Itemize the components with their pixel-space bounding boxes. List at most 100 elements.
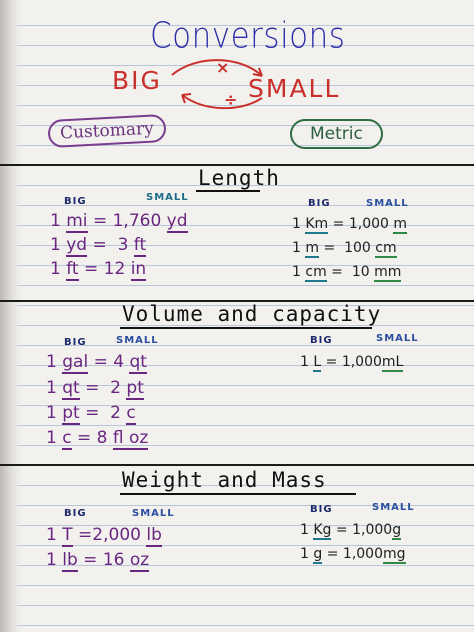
row-big-unit: pt <box>62 403 80 425</box>
row-qty: 1 <box>50 259 61 279</box>
volume-metric-big-label: BIG <box>310 335 333 346</box>
arrow-small-to-big-head <box>252 67 263 77</box>
length-rule <box>0 164 474 166</box>
row-eq: = <box>83 550 98 570</box>
volume-heading: Volume and capacity <box>122 302 382 326</box>
row-small-unit: cm <box>375 240 397 258</box>
row-value: 100 <box>344 240 371 256</box>
row-big-unit: L <box>313 354 322 372</box>
weight-heading: Weight and Mass <box>122 468 327 492</box>
row-big-unit: m <box>305 240 320 258</box>
row-big-unit: c <box>62 428 72 450</box>
weight-cust-big-label: BIG <box>64 508 87 519</box>
length-cust-row: 1 mi = 1,760 yd <box>50 211 188 233</box>
arrow-big-to-small-head <box>181 93 192 104</box>
row-big-unit: qt <box>62 378 80 400</box>
row-eq: = <box>77 428 92 448</box>
row-value: 1,760 <box>112 211 162 231</box>
row-small-unit: yd <box>166 211 188 233</box>
volume-cust-row: 1 pt = 2 c <box>46 403 136 425</box>
row-qty: 1 <box>50 235 61 255</box>
divide-symbol: ÷ <box>224 90 238 109</box>
weight-metric-row: 1 Kg = 1,000g <box>300 522 402 540</box>
row-big-unit: g <box>313 546 323 564</box>
row-small-unit: g <box>392 522 402 540</box>
weight-metric-small-label: SMALL <box>372 502 415 513</box>
length-metric-row: 1 m = 100 cm <box>292 240 397 258</box>
weight-cust-row: 1 lb = 16 oz <box>46 550 150 572</box>
row-qty: 1 <box>300 522 309 538</box>
row-eq: = <box>84 259 99 279</box>
volume-cust-row: 1 c = 8 fl oz <box>46 428 149 450</box>
row-big-unit: Km <box>305 216 329 234</box>
row-big-unit: ft <box>66 259 79 281</box>
length-cust-row: 1 yd = 3 ft <box>50 235 147 257</box>
row-value: 4 <box>113 352 125 372</box>
row-big-unit: yd <box>66 235 88 257</box>
volume-cust-small-label: SMALL <box>116 335 159 346</box>
row-eq: = <box>85 378 100 398</box>
row-eq: = <box>93 352 108 372</box>
length-cust-big-label: BIG <box>64 196 87 207</box>
length-heading-underline <box>196 190 260 192</box>
weight-cust-row: 1 T =2,000 lb <box>46 525 162 547</box>
big-label: BIG <box>112 66 162 95</box>
row-value: 3 <box>117 235 129 255</box>
row-value: 2 <box>110 403 121 423</box>
row-small-unit: oz <box>129 550 150 572</box>
row-value: 8 <box>96 428 108 448</box>
row-value: 1,000 <box>341 354 382 370</box>
row-value: 12 <box>103 259 126 279</box>
row-small-unit: mg <box>383 546 406 564</box>
weight-heading-underline <box>120 493 356 495</box>
row-big-unit: cm <box>305 264 327 282</box>
volume-cust-big-label: BIG <box>64 337 87 348</box>
row-eq: = <box>78 525 93 545</box>
weight-rule <box>0 464 474 466</box>
row-qty: 1 <box>292 264 301 280</box>
small-label: SMALL <box>248 74 341 103</box>
row-value: 10 <box>351 264 370 280</box>
metric-cloud: Metric <box>290 119 383 149</box>
row-value: 1,000 <box>348 216 389 232</box>
volume-rule <box>0 300 474 302</box>
volume-cust-row: 1 gal = 4 qt <box>46 352 147 374</box>
row-small-unit: mm <box>374 264 402 282</box>
row-eq: = <box>335 522 348 538</box>
row-value: 1,000 <box>352 522 393 538</box>
row-qty: 1 <box>292 240 301 256</box>
page-title: Conversions <box>150 15 346 57</box>
row-qty: 1 <box>292 216 301 232</box>
row-qty: 1 <box>300 546 309 562</box>
row-small-unit: lb <box>146 525 162 547</box>
row-small-unit: in <box>130 259 147 281</box>
row-small-unit: pt <box>126 378 144 400</box>
row-small-unit: mL <box>381 354 404 372</box>
length-metric-row: 1 Km = 1,000 m <box>292 216 408 234</box>
row-qty: 1 <box>50 211 61 231</box>
length-heading: Length <box>198 166 280 190</box>
row-big-unit: lb <box>62 550 78 572</box>
volume-metric-small-label: SMALL <box>376 333 419 344</box>
row-eq: = <box>85 403 100 423</box>
volume-metric-row: 1 L = 1,000mL <box>300 354 404 372</box>
row-small-unit: qt <box>129 352 147 374</box>
row-eq: = <box>331 264 343 280</box>
length-metric-big-label: BIG <box>308 198 331 209</box>
row-big-unit: mi <box>66 211 88 233</box>
weight-metric-row: 1 g = 1,000mg <box>300 546 406 564</box>
row-small-unit: m <box>393 216 408 234</box>
row-big-unit: T <box>62 525 73 547</box>
row-eq: = <box>325 354 338 370</box>
row-eq: = <box>92 211 108 231</box>
row-eq: = <box>332 216 345 232</box>
row-qty: 1 <box>46 550 57 570</box>
row-qty: 1 <box>46 403 57 423</box>
arrow-big-to-small <box>181 94 263 110</box>
row-value: 1,000 <box>342 546 383 562</box>
row-qty: 1 <box>300 354 309 370</box>
multiply-symbol: × <box>216 58 230 77</box>
row-small-unit: ft <box>133 235 147 257</box>
row-eq: = <box>323 240 336 256</box>
